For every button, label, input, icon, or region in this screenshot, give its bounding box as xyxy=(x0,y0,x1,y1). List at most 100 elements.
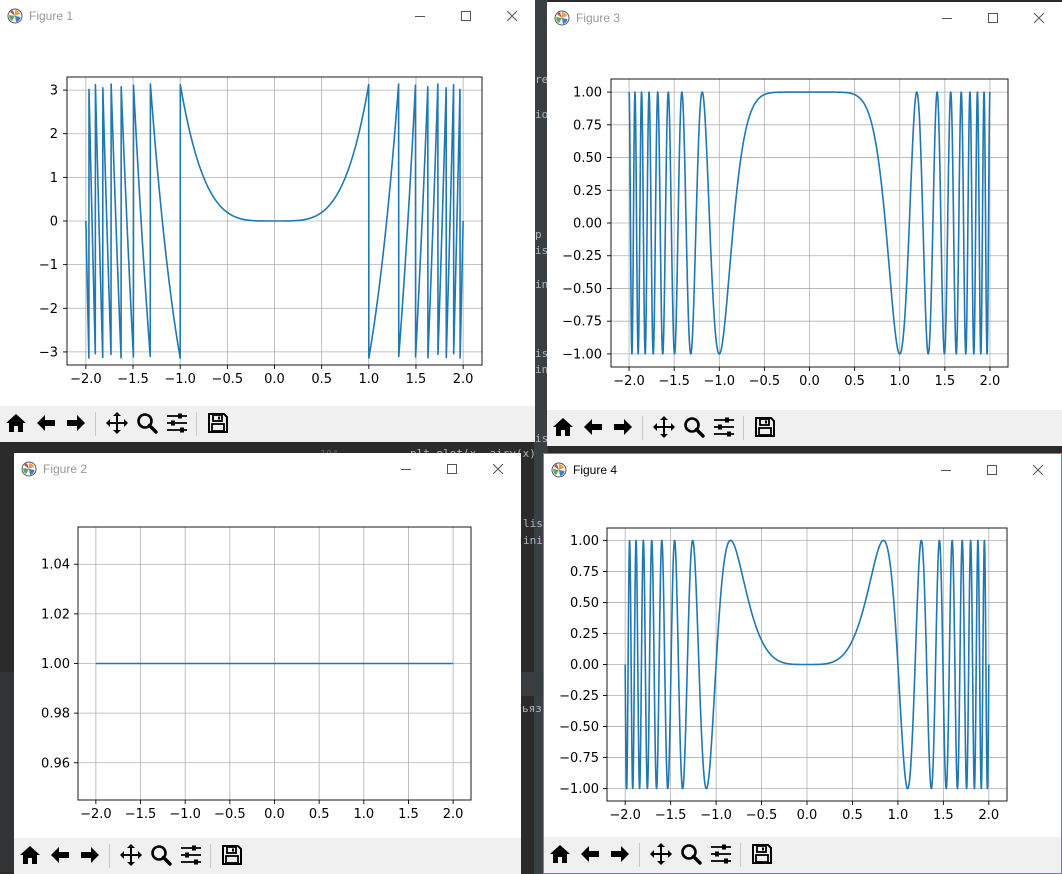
x-tick-label: 1.0 xyxy=(888,808,909,823)
window-title: Figure 2 xyxy=(43,462,88,476)
toolbar-separator xyxy=(109,844,110,868)
home-button[interactable] xyxy=(547,841,573,867)
title-bar[interactable]: Figure 2 xyxy=(14,453,521,485)
x-tick-label: −0.5 xyxy=(212,372,244,387)
home-icon xyxy=(20,846,40,864)
y-tick-label: 1.04 xyxy=(41,558,70,573)
maximize-button[interactable] xyxy=(970,2,1016,34)
maximize-button[interactable] xyxy=(443,0,489,32)
home-button[interactable] xyxy=(3,410,29,436)
matplotlib-logo-icon xyxy=(551,462,567,478)
title-bar[interactable]: Figure 3 xyxy=(547,2,1062,34)
figure-canvas[interactable]: −2.0 −1.5 −1.0 −0.5 0.0 0.5 1.0 1.5 2.0 −1.00 −0.7… xyxy=(544,486,1061,839)
maximize-button[interactable] xyxy=(429,453,475,485)
floppy-disk-icon xyxy=(222,845,242,865)
y-tick-label: 2 xyxy=(50,127,58,142)
x-tick-label: 2.0 xyxy=(443,807,464,822)
navigation-toolbar xyxy=(14,838,521,874)
zoom-button[interactable] xyxy=(134,410,160,436)
save-button[interactable] xyxy=(205,410,231,436)
forward-button[interactable] xyxy=(63,410,89,436)
x-tick-label: 0.5 xyxy=(309,807,330,822)
configure-subplots-button[interactable] xyxy=(164,410,190,436)
close-button[interactable] xyxy=(1016,2,1062,34)
arrow-right-icon xyxy=(67,415,85,431)
arrow-left-icon xyxy=(37,415,55,431)
magnifier-icon xyxy=(684,417,705,438)
x-tick-label: 1.5 xyxy=(398,807,419,822)
minimize-button[interactable] xyxy=(383,453,429,485)
configure-subplots-button[interactable] xyxy=(178,842,204,868)
back-button[interactable] xyxy=(47,842,73,868)
sliders-icon xyxy=(167,413,187,433)
minimize-button[interactable] xyxy=(924,2,970,34)
y-tick-label: 1.00 xyxy=(573,86,602,101)
configure-subplots-button[interactable] xyxy=(711,414,737,440)
ide-code-fragment: ьяз xyxy=(522,702,542,715)
move-icon xyxy=(650,843,672,865)
title-bar[interactable]: Figure 4 xyxy=(544,454,1061,486)
figure-2-window[interactable]: Figure 2 −2.0 −1.5 −1.0 −0.5 0.0 0.5 1.0 1.5 2.0 0… xyxy=(14,453,521,874)
navigation-toolbar xyxy=(0,406,535,442)
x-tick-label: −0.5 xyxy=(214,807,246,822)
ide-panel-tab[interactable] xyxy=(521,672,545,696)
floppy-disk-icon xyxy=(208,413,228,433)
title-bar[interactable]: Figure 1 xyxy=(0,0,535,32)
minimize-button[interactable] xyxy=(397,0,443,32)
close-button[interactable] xyxy=(475,453,521,485)
minimize-button[interactable] xyxy=(923,454,969,486)
x-tick-label: 2.0 xyxy=(980,374,1001,389)
figure-3-window[interactable]: Figure 3 −2.0 −1.5 −1.0 −0.5 0.0 0.5 1.0 1.5 2.0−… xyxy=(547,2,1062,446)
forward-button[interactable] xyxy=(607,841,633,867)
floppy-disk-icon xyxy=(755,417,775,437)
x-tick-label: −0.5 xyxy=(746,808,778,823)
figure-canvas[interactable]: −2.0 −1.5 −1.0 −0.5 0.0 0.5 1.0 1.5 2.0 0.96 0.98 1… xyxy=(14,485,521,838)
back-button[interactable] xyxy=(580,414,606,440)
y-tick-label: 0.96 xyxy=(41,756,70,771)
x-tick-label: 0.0 xyxy=(264,807,285,822)
save-button[interactable] xyxy=(219,842,245,868)
forward-button[interactable] xyxy=(77,842,103,868)
maximize-icon xyxy=(447,464,457,474)
close-button[interactable] xyxy=(1015,454,1061,486)
figure-4-window[interactable]: Figure 4 −2.0 −1.5 −1.0 −0.5 0.0 0.5 1.0 1.5 2.0−… xyxy=(543,453,1062,874)
toolbar-separator xyxy=(642,416,643,440)
x-tick-label: −1.5 xyxy=(117,372,149,387)
save-button[interactable] xyxy=(752,414,778,440)
navigation-toolbar xyxy=(547,410,1062,446)
y-tick-label: −0.50 xyxy=(559,720,599,735)
home-button[interactable] xyxy=(550,414,576,440)
zoom-button[interactable] xyxy=(678,841,704,867)
x-tick-label: 2.0 xyxy=(453,372,474,387)
figure-canvas[interactable]: −2.0 −1.5 −1.0 −0.5 0.0 0.5 1.0 1.5 2.0 −3 −2 −1 0 1 2… xyxy=(0,32,535,407)
toolbar-separator xyxy=(210,844,211,868)
y-tick-label: −0.25 xyxy=(559,689,599,704)
pan-button[interactable] xyxy=(648,841,674,867)
matplotlib-logo-icon xyxy=(7,8,23,24)
series-line xyxy=(85,83,464,359)
floppy-disk-icon xyxy=(752,844,772,864)
pan-button[interactable] xyxy=(104,410,130,436)
back-button[interactable] xyxy=(33,410,59,436)
figure-1-window[interactable]: Figure 1 −2.0 −1.5 −1.0 −0.5 0.0 0.5 1.0 1.5 2.0−… xyxy=(0,0,535,442)
x-tick-label: 1.5 xyxy=(933,808,954,823)
y-tick-label: 0.25 xyxy=(570,627,599,642)
configure-subplots-button[interactable] xyxy=(708,841,734,867)
back-button[interactable] xyxy=(577,841,603,867)
pan-button[interactable] xyxy=(651,414,677,440)
sliders-icon xyxy=(714,417,734,437)
zoom-button[interactable] xyxy=(148,842,174,868)
figure-canvas[interactable]: −2.0 −1.5 −1.0 −0.5 0.0 0.5 1.0 1.5 2.0 −1.00 −0.7… xyxy=(547,34,1062,410)
x-tick-label: −1.0 xyxy=(703,374,735,389)
pan-button[interactable] xyxy=(118,842,144,868)
zoom-button[interactable] xyxy=(681,414,707,440)
home-button[interactable] xyxy=(17,842,43,868)
x-tick-label: −0.5 xyxy=(749,374,781,389)
x-tick-label: −1.5 xyxy=(655,808,687,823)
close-button[interactable] xyxy=(489,0,535,32)
maximize-icon xyxy=(461,11,471,21)
close-icon xyxy=(1034,13,1044,23)
save-button[interactable] xyxy=(749,841,775,867)
forward-button[interactable] xyxy=(610,414,636,440)
maximize-button[interactable] xyxy=(969,454,1015,486)
